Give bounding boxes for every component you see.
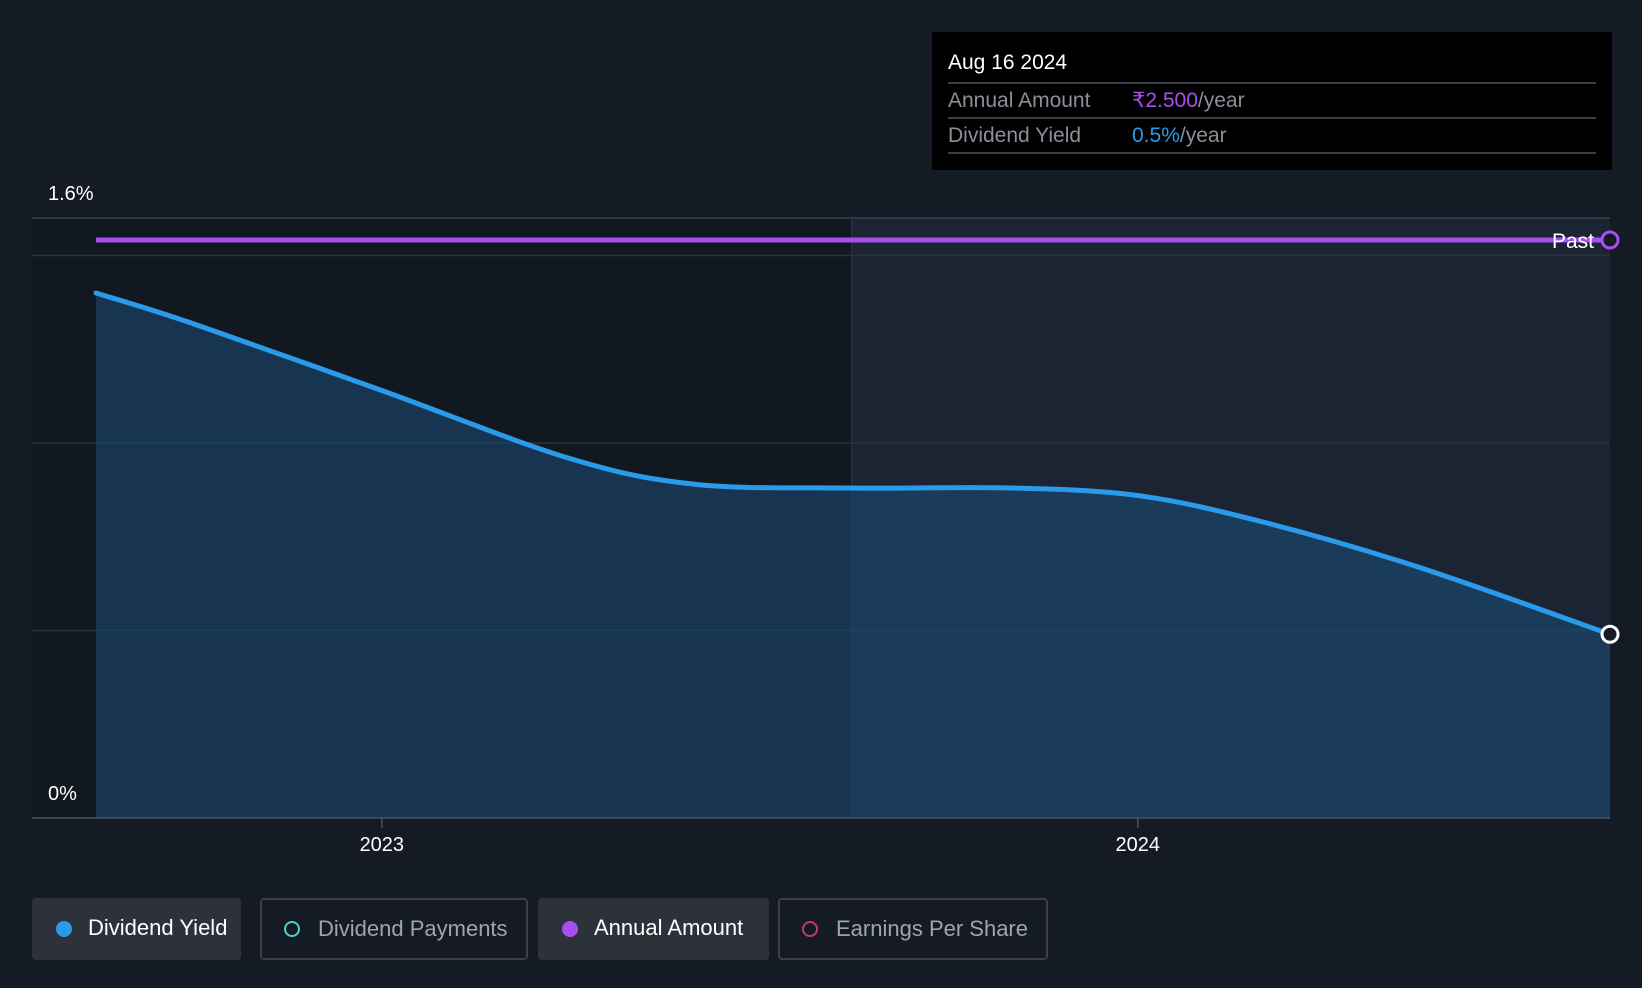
legend-label: Annual Amount bbox=[594, 915, 744, 940]
dividend-yield-line bbox=[93, 290, 1613, 637]
tooltip-label: Dividend Yield bbox=[948, 124, 1082, 147]
tooltip-date: Aug 16 2024 bbox=[948, 32, 1596, 84]
earnings-per-share-dot-icon bbox=[802, 921, 818, 937]
tooltip: Aug 16 2024 Annual Amount ₹2.500/year Div… bbox=[932, 32, 1612, 170]
x-tick-label: 2024 bbox=[1116, 834, 1161, 856]
dividend-yield-dot-icon bbox=[56, 921, 72, 937]
tooltip-label: Annual Amount bbox=[948, 89, 1091, 112]
y-axis-ticks: 1.6% 0% bbox=[48, 183, 94, 805]
x-tick-label: 2023 bbox=[360, 834, 405, 856]
tooltip-row-annual-amount: Annual Amount ₹2.500/year bbox=[948, 84, 1596, 119]
past-label: Past bbox=[1552, 230, 1594, 253]
annual-amount-dot-icon bbox=[562, 921, 578, 937]
dividend-yield-area bbox=[96, 293, 1610, 818]
y-tick-label: 1.6% bbox=[48, 183, 94, 205]
legend-label: Dividend Payments bbox=[318, 916, 508, 941]
legend-annual-amount[interactable]: Annual Amount bbox=[538, 898, 769, 960]
legend-label: Dividend Yield bbox=[88, 915, 228, 940]
tooltip-amount-value: ₹2.500 bbox=[1132, 89, 1198, 112]
dividend-yield-end-marker bbox=[1600, 624, 1620, 644]
legend-dividend-payments[interactable]: Dividend Payments bbox=[260, 898, 528, 960]
annual-amount-end-marker bbox=[1600, 230, 1620, 250]
tooltip-unit: /year bbox=[1197, 89, 1245, 112]
legend-label: Earnings Per Share bbox=[836, 916, 1028, 941]
dividend-payments-dot-icon bbox=[284, 921, 300, 937]
tooltip-unit: /year bbox=[1179, 124, 1227, 147]
tooltip-yield-value: 0.5% bbox=[1132, 124, 1180, 147]
y-tick-label: 0% bbox=[48, 783, 77, 805]
tooltip-row-dividend-yield: Dividend Yield 0.5%/year bbox=[948, 119, 1596, 154]
x-axis-ticks: 2023 2024 bbox=[360, 818, 1160, 856]
legend-dividend-yield[interactable]: Dividend Yield bbox=[32, 898, 241, 960]
legend-earnings-per-share[interactable]: Earnings Per Share bbox=[778, 898, 1048, 960]
